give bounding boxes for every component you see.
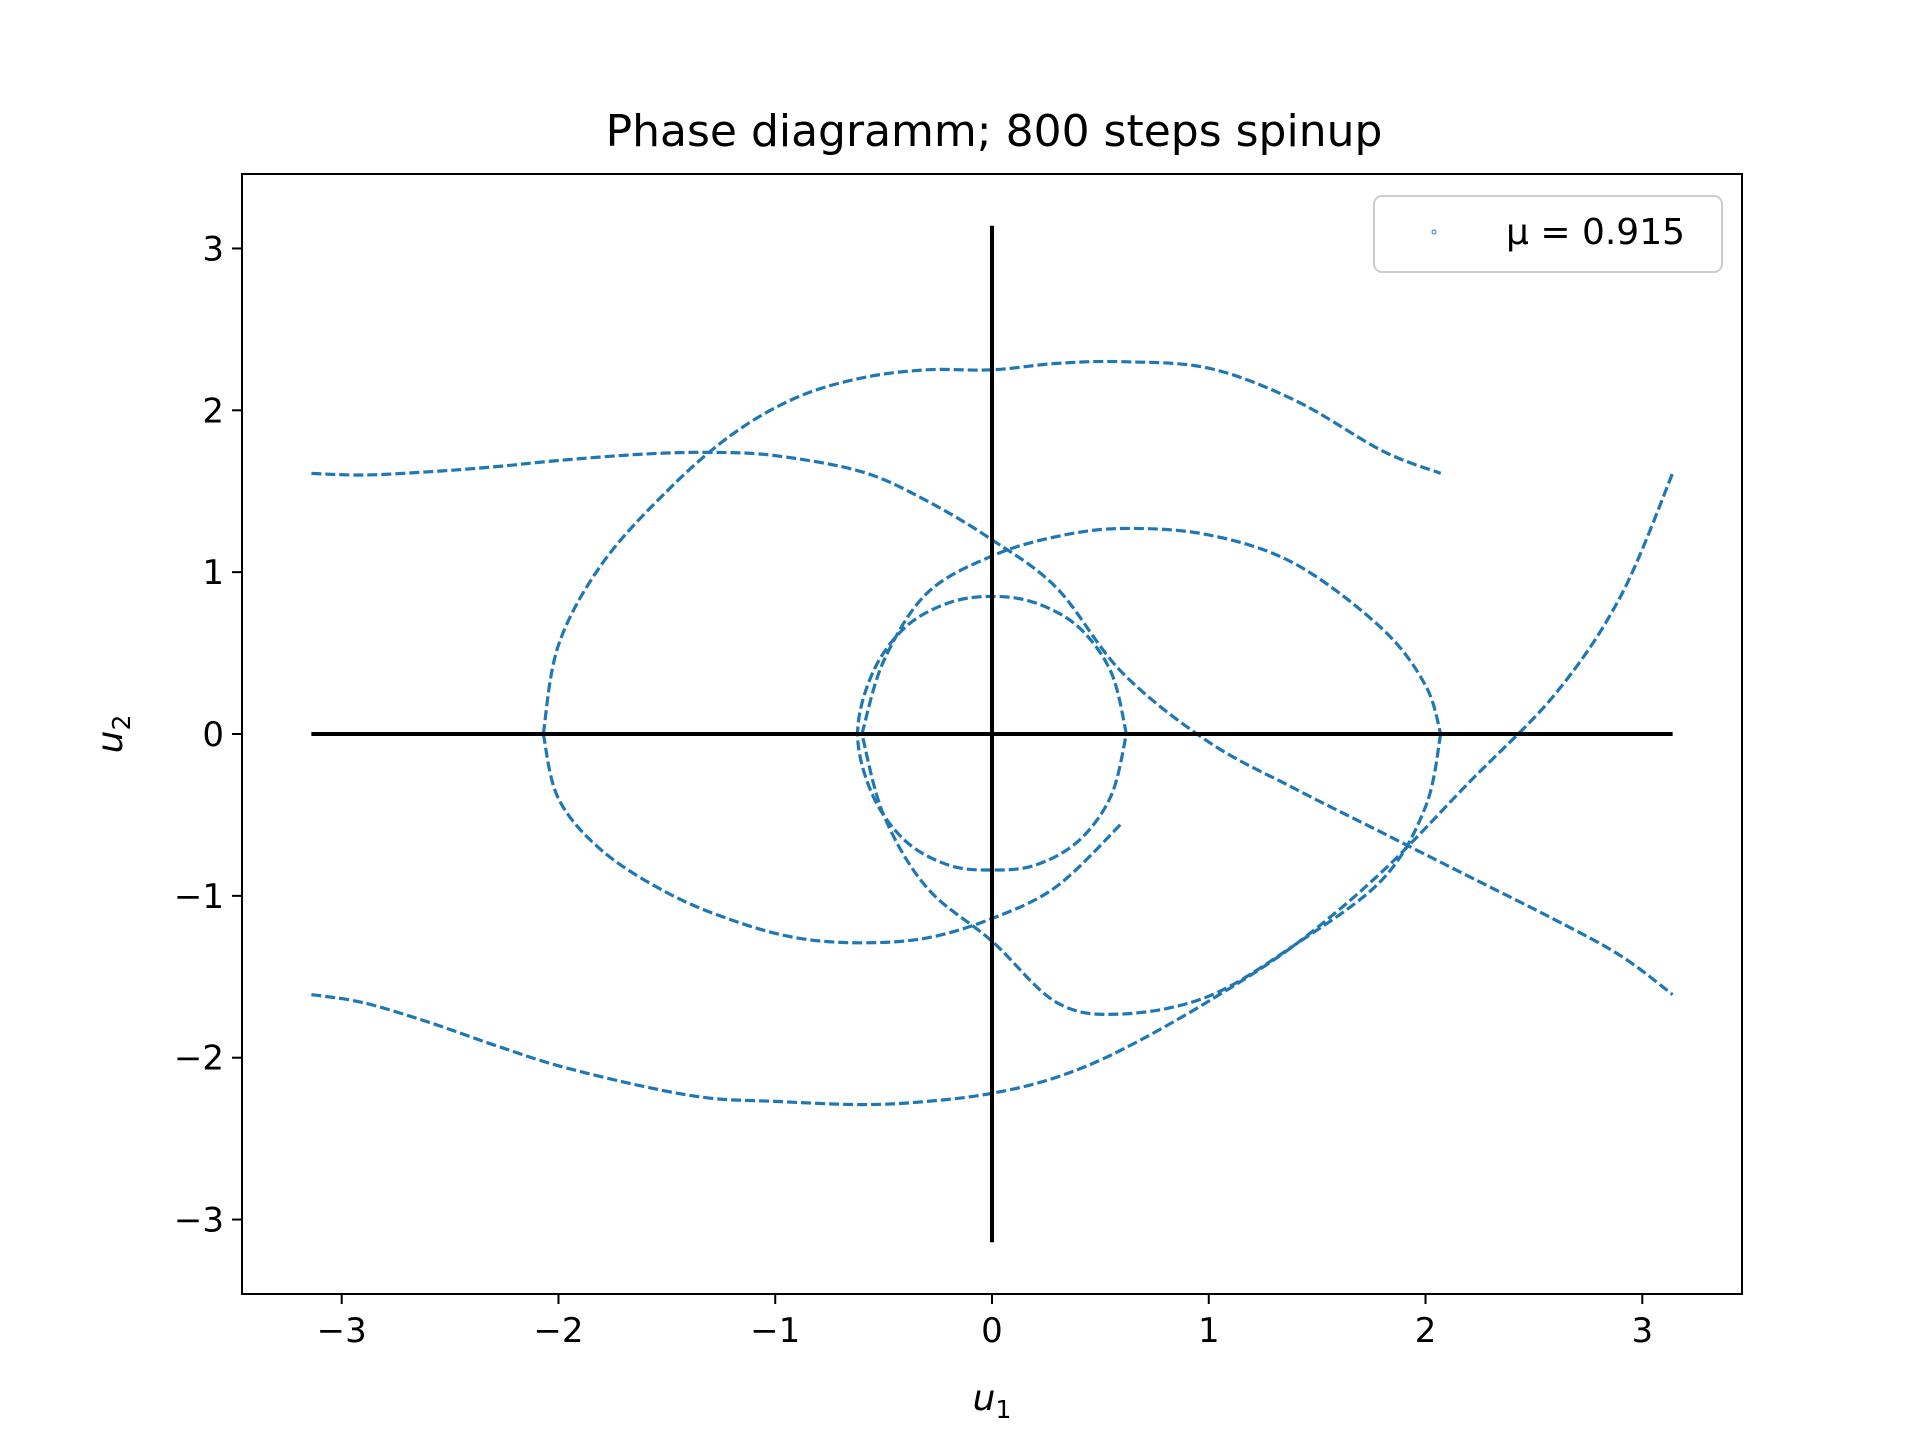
axes-frame: [241, 173, 1743, 1295]
x-axis-label: u1: [973, 1378, 1012, 1424]
y-tick-label: −1: [174, 877, 224, 917]
x-tick-label: −3: [317, 1311, 367, 1351]
legend-label: μ = 0.915: [1506, 212, 1685, 253]
x-axis-label-main: u: [973, 1378, 996, 1419]
y-axis-label-main: u: [90, 731, 131, 754]
x-tick-label: −1: [750, 1311, 800, 1351]
legend: μ = 0.915: [1373, 195, 1723, 273]
series-0-curve-2: [541, 359, 1442, 735]
y-tick-label: 0: [202, 715, 224, 755]
x-tick-label: 2: [1415, 1311, 1437, 1351]
y-tick-label: −2: [174, 1039, 224, 1079]
x-tick-label: 1: [1198, 1311, 1220, 1351]
x-axis-label-sub: 1: [995, 1395, 1011, 1424]
series-0-curve-4: [860, 526, 1443, 735]
series-0-curve-1: [311, 472, 1675, 1107]
y-axis-label-sub: 2: [107, 715, 136, 731]
plot-area: [311, 359, 1675, 1107]
legend-marker: [1431, 229, 1437, 235]
y-tick-label: 3: [202, 229, 224, 269]
x-tick-label: −2: [533, 1311, 583, 1351]
y-tick-label: 2: [202, 391, 224, 431]
y-tick-label: −3: [174, 1201, 224, 1241]
legend-box: [1373, 195, 1723, 273]
series-0-curve-3: [541, 733, 1124, 945]
x-tick-label: 0: [981, 1311, 1003, 1351]
reference-lines: [311, 225, 1673, 1243]
y-axis-label: u2: [90, 715, 136, 754]
x-tick-label: 3: [1631, 1311, 1653, 1351]
y-tick-label: 1: [202, 553, 224, 593]
series-0-curve-0: [311, 450, 1674, 996]
chart-title: Phase diagramm; 800 steps spinup: [606, 106, 1383, 157]
axis-ticks: −3 −2 −1 0 1 2 3 −3 −2 −1 0 1 2 3: [174, 229, 1653, 1351]
series-0-curve-5: [860, 733, 1443, 1017]
